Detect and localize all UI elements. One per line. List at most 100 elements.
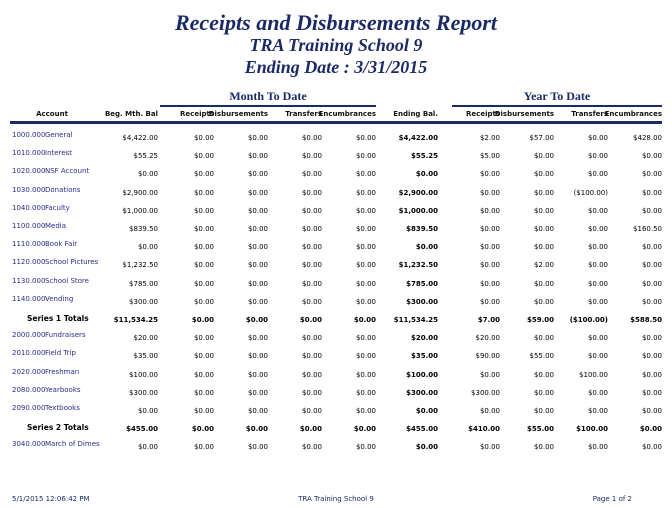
value-cell: $35.00 [410,352,438,361]
value-cell: $0.00 [641,443,662,452]
value-cell: $0.00 [193,134,214,142]
value-cell: $55.00 [529,352,555,361]
value-cell: $0.00 [533,388,554,397]
value-cell: $0.00 [641,370,662,379]
value-cell: $0.00 [193,407,214,415]
value-cell: $0.00 [301,443,322,452]
account-number: 1140.000 [12,294,46,303]
column-header: Beg. Mth. Bal [104,110,158,118]
value-cell: $0.00 [247,243,268,252]
value-cell: $2,900.00 [122,188,158,197]
account-link[interactable]: 1020.000NSF Account [12,167,89,175]
account-link[interactable]: 2000.000Fundraisers [12,331,86,339]
account-name: Textbooks [45,404,80,412]
value-cell: $300.00 [406,297,438,306]
total-cell: $0.00 [299,316,322,324]
value-cell: $0.00 [355,407,376,415]
value-cell: $0.00 [247,134,268,142]
account-link[interactable]: 2090.000Textbooks [12,404,80,412]
value-cell: $0.00 [355,297,376,306]
value-cell: $0.00 [479,225,500,233]
value-cell: $0.00 [641,352,662,361]
total-cell: $100.00 [576,425,608,434]
value-cell: $0.00 [479,407,500,415]
value-cell: $0.00 [479,188,500,197]
value-cell: $160.50 [633,225,662,233]
total-cell: $0.00 [245,316,268,324]
value-cell: $0.00 [641,188,662,197]
account-number: 3040.000 [12,440,46,449]
column-header: Disbursements [208,110,268,118]
value-cell: $0.00 [415,407,438,415]
value-cell: $0.00 [193,352,214,361]
account-link[interactable]: 1040.000Faculty [12,204,70,212]
account-name: Field Trip [45,349,76,358]
value-cell: $0.00 [641,170,662,179]
value-cell: $0.00 [301,152,322,161]
value-cell: $0.00 [193,297,214,306]
value-cell: $0.00 [641,388,662,397]
account-link[interactable]: 1140.000Vending [12,295,73,303]
value-cell: $0.00 [247,170,268,179]
account-link[interactable]: 1110.000Book Fair [12,240,77,248]
column-header: Ending Bal. [393,110,438,118]
column-header: Receipts [466,110,500,118]
value-cell: $0.00 [641,279,662,288]
value-cell: $0.00 [247,334,268,343]
value-cell: $0.00 [301,334,322,343]
value-cell: $0.00 [355,261,376,270]
value-cell: $0.00 [355,225,376,233]
value-cell: $0.00 [193,388,214,397]
account-link[interactable]: 3040.000March of Dimes [12,440,100,448]
ending-date: Ending Date : 3/31/2015 [244,57,428,77]
account-link[interactable]: 1010.000Interest [12,149,72,157]
value-cell: $100.00 [129,370,158,379]
value-cell: $2.00 [479,134,500,142]
account-link[interactable]: 1130.000School Store [12,277,89,285]
account-link[interactable]: 1120.000School Pictures [12,258,98,266]
column-header: Disbursements [494,110,554,118]
total-cell: $7.00 [477,316,500,324]
total-cell: $0.00 [245,425,268,434]
account-link[interactable]: 2020.000Freshman [12,368,79,376]
account-link[interactable]: 1100.000Media [12,222,66,230]
value-cell: $2.00 [533,261,554,270]
value-cell: $0.00 [587,152,608,161]
value-cell: $0.00 [247,297,268,306]
total-cell: $0.00 [299,425,322,434]
value-cell: $0.00 [355,352,376,361]
value-cell: ($100.00) [573,188,608,197]
account-name: Fundraisers [45,331,86,340]
value-cell: $0.00 [355,188,376,197]
value-cell: $0.00 [193,170,214,179]
value-cell: $0.00 [193,279,214,288]
account-name: Interest [45,149,72,158]
total-cell: $11,534.25 [393,316,438,324]
account-name: Vending [45,294,74,303]
series-total-label: Series 2 Totals [27,423,89,433]
value-cell: $0.00 [301,407,322,415]
account-number: 1040.000 [12,203,46,212]
month-to-date-heading: Month To Date [229,89,307,103]
value-cell: $1,000.00 [122,206,158,215]
value-cell: $0.00 [301,297,322,306]
value-cell: $0.00 [355,134,376,142]
value-cell: $0.00 [533,152,554,161]
value-cell: $1,000.00 [398,206,438,215]
value-cell: $0.00 [301,370,322,379]
total-cell: $0.00 [353,425,376,434]
value-cell: $0.00 [193,188,214,197]
total-cell: $455.00 [406,425,438,434]
value-cell: $0.00 [247,225,268,233]
total-cell: $455.00 [126,425,158,434]
account-link[interactable]: 2080.000Yearbooks [12,386,81,394]
column-header: Encumbrances [318,110,376,118]
account-link[interactable]: 2010.000Field Trip [12,349,76,357]
account-number: 2000.000 [12,331,46,340]
column-header: Receipts [180,110,214,118]
value-cell: $839.50 [129,225,158,233]
value-cell: $0.00 [533,297,554,306]
value-cell: $0.00 [587,388,608,397]
account-link[interactable]: 1000.000General [12,131,73,139]
account-link[interactable]: 1030.000Donations [12,186,80,194]
